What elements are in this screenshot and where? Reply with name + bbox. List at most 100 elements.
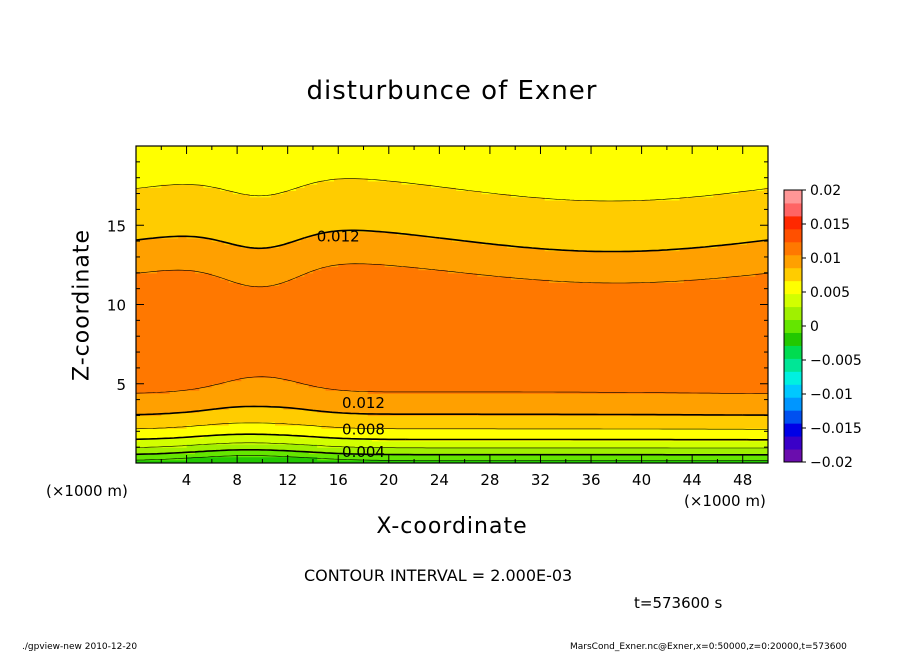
contour-cell [321,266,419,271]
contour-cell [136,250,768,255]
contour-line [136,229,768,416]
contour-cell [136,421,230,426]
contour-cell [136,215,768,220]
contour-cell [279,282,768,287]
contour-cell [136,377,242,382]
contour-cell [136,345,768,350]
x-unit-right: (×1000 m) [684,492,766,510]
x-tick-label: 16 [329,471,348,489]
colorbar: 0.02 0.015 0.01 0.005 0 −0.005 −0.01 −0.015 −0.0… [783,183,862,471]
colorbar-swatch [784,228,802,243]
contour-cell [224,380,297,385]
contour-label: 0.008 [342,421,385,439]
contour-cell [136,282,242,287]
contour-cell [308,234,428,239]
contour-cell [136,352,768,356]
contour-interval-text: CONTOUR INTERVAL = 2.000E-03 [304,566,573,585]
contour-cell [136,310,768,315]
contour-cell [679,247,768,252]
contour-cell [725,275,768,280]
contour-labels: 0.012 0.012 0.008 0.004 [317,227,385,461]
contour-cell [136,149,768,153]
contour-cell [194,450,310,455]
contour-cell [136,333,768,337]
contour-cell [755,272,768,277]
y-axis-label: Z-coordinate [69,229,95,381]
contour-cell [136,317,768,321]
colorbar-swatch [784,280,802,295]
contour-cell [136,199,768,204]
contour-cell [136,291,768,296]
contour-cell [249,193,272,198]
contour-cell [136,209,768,214]
contour-cell [317,409,768,413]
colorbar-swatch [784,306,802,321]
contour-line [136,433,768,441]
contour-cell [477,272,756,277]
contour-line [136,178,768,430]
contour-cell [186,443,318,448]
contour-cell [506,244,719,249]
colorbar-swatch [784,190,802,204]
contour-cell [426,234,768,239]
contour-cell [136,409,200,413]
contour-cell [136,228,768,233]
contour-cell [136,396,768,401]
contour-cell [136,180,318,185]
contour-cell [169,390,369,394]
colorbar-swatch [784,267,802,282]
x-tick-label: 20 [379,471,398,489]
contour-cell [186,424,322,429]
colorbar-swatch [784,384,802,398]
contour-cell [136,203,768,207]
contour-cell [136,447,768,451]
contour-label: 0.012 [342,394,385,412]
x-tick-label: 28 [480,471,499,489]
x-tick-label: 48 [733,471,752,489]
x-tick-label: 44 [683,471,702,489]
y-tick-label: 5 [116,376,126,394]
contour-cell [203,434,301,439]
contour-cell [220,275,297,280]
contour-cell [717,244,768,249]
contour-lines [136,178,768,461]
contour-cell [211,272,306,277]
contour-cell [224,241,289,245]
contour-cell [308,450,768,455]
contour-cell [334,177,369,182]
contour-cell [136,269,158,274]
contour-cell [199,409,318,413]
x-tick-label: 8 [232,471,242,489]
contour-cell [321,424,768,429]
contour-cell [136,405,230,410]
colorbar-swatch [784,345,802,359]
contour-cell [136,161,768,166]
contour-cell [317,456,768,461]
contour-cell [418,266,768,271]
contour-cell [283,405,768,410]
contour-cell [384,263,768,268]
contour-cell [136,443,188,448]
contour-cell [510,193,714,198]
contour-cell [300,434,768,439]
contour-cell [317,443,768,448]
x-unit-left: (×1000 m) [46,482,128,500]
contour-cell [275,421,768,426]
contour-cell [136,285,768,290]
contour-cell [136,174,768,179]
contour-cell [136,275,221,280]
colorbar-label: 0.01 [810,251,841,267]
contour-cell [136,152,768,157]
contour-cell [304,184,432,188]
contour-cell [241,282,280,287]
contour-cell [136,348,768,353]
contour-cell [228,421,276,426]
contour-cell [136,187,221,191]
contour-cell [136,402,768,407]
contour-cell [211,237,301,242]
contour-cell [186,456,318,461]
contour-cell [279,244,508,249]
contour-cell [136,364,768,369]
contour-cell [136,355,768,359]
colorbar-swatch [784,436,802,450]
